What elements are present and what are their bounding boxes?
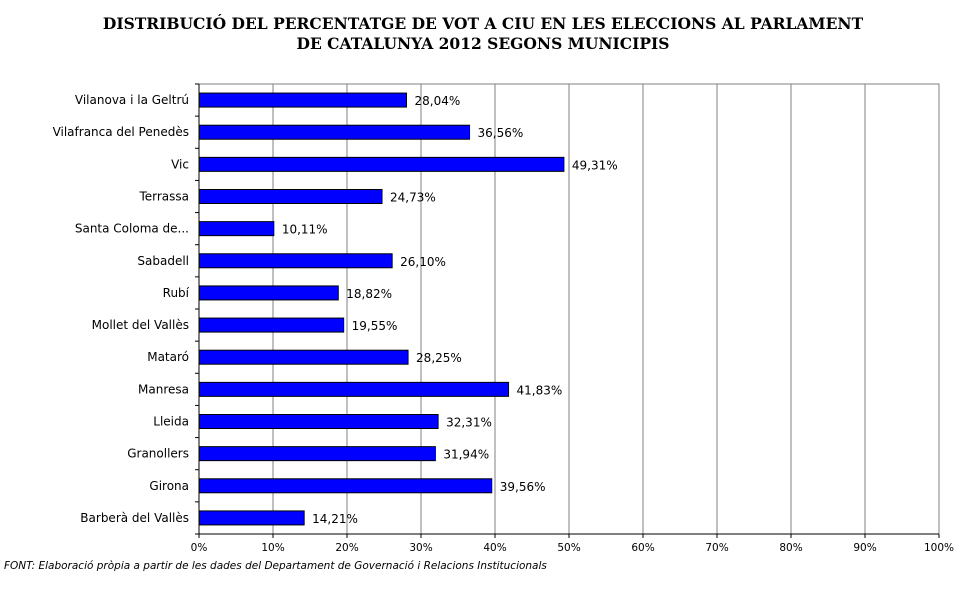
plot-bars bbox=[198, 92, 565, 526]
data-label: 28,25% bbox=[416, 351, 462, 365]
x-tick-labels: 0% 10% 20% 30% 40% 50% 60% 70% 80% 90% 100% bbox=[191, 542, 954, 554]
category-labels: Vilanova i la Geltrú Vilafranca del Pened… bbox=[53, 93, 190, 525]
bar bbox=[198, 317, 345, 333]
data-label: 24,73% bbox=[390, 191, 436, 205]
chart-title: DISTRIBUCIÓ DEL PERCENTATGE DE VOT A CIU… bbox=[0, 14, 966, 54]
category-label: Vic bbox=[171, 157, 189, 171]
data-label: 28,04% bbox=[414, 94, 460, 108]
category-label: Barberà del Vallès bbox=[80, 511, 189, 525]
chart-title-line-1: DISTRIBUCIÓ DEL PERCENTATGE DE VOT A CIU… bbox=[102, 14, 864, 33]
bar bbox=[198, 414, 439, 429]
category-label: Lleida bbox=[153, 415, 189, 429]
category-label: Vilanova i la Geltrú bbox=[75, 93, 189, 107]
x-tick-label: 30% bbox=[409, 542, 432, 554]
x-tick-label: 0% bbox=[191, 542, 208, 554]
category-label: Manresa bbox=[138, 382, 189, 396]
data-label: 39,56% bbox=[500, 480, 546, 494]
x-tick-label: 70% bbox=[705, 542, 728, 554]
category-label: Mataró bbox=[147, 350, 189, 364]
data-labels: 28,04% 36,56% 49,31% 24,73% 10,11% 26,10% 18,8… bbox=[282, 94, 618, 526]
x-tick-label: 40% bbox=[483, 542, 506, 554]
bar bbox=[198, 510, 305, 526]
bar bbox=[198, 221, 275, 237]
data-label: 18,82% bbox=[346, 287, 392, 301]
data-label: 41,83% bbox=[517, 383, 563, 397]
category-label: Mollet del Vallès bbox=[92, 318, 189, 332]
x-tick-label: 10% bbox=[261, 542, 284, 554]
category-label: Vilafranca del Penedès bbox=[53, 125, 189, 139]
x-tick-label: 80% bbox=[779, 542, 802, 554]
bar bbox=[198, 381, 510, 397]
plot-frame bbox=[195, 83, 940, 538]
bar bbox=[198, 253, 393, 269]
chart-title-line-2: DE CATALUNYA 2012 SEGONS MUNICIPIS bbox=[296, 34, 670, 53]
bar bbox=[198, 92, 407, 108]
source-note: FONT: Elaboració pròpia a partir de les … bbox=[4, 560, 547, 572]
category-label: Santa Coloma de... bbox=[75, 222, 189, 236]
bar bbox=[198, 285, 339, 301]
bar bbox=[198, 156, 565, 172]
data-label: 31,94% bbox=[443, 448, 489, 462]
data-label: 26,10% bbox=[400, 255, 446, 269]
data-label: 32,31% bbox=[446, 416, 492, 430]
data-label: 36,56% bbox=[478, 126, 524, 140]
data-label: 49,31% bbox=[572, 158, 618, 172]
bar bbox=[198, 478, 493, 494]
x-tick-label: 50% bbox=[557, 542, 580, 554]
data-label: 14,21% bbox=[312, 512, 358, 526]
data-label: 10,11% bbox=[282, 223, 328, 237]
bar bbox=[198, 349, 409, 365]
category-label: Terrassa bbox=[138, 190, 189, 204]
bar bbox=[198, 124, 471, 140]
x-tick-label: 20% bbox=[335, 542, 358, 554]
x-tick-label: 90% bbox=[853, 542, 876, 554]
bar bbox=[198, 446, 436, 462]
category-label: Sabadell bbox=[137, 254, 189, 268]
category-label: Granollers bbox=[127, 447, 189, 461]
plot-gridlines bbox=[272, 84, 866, 534]
x-tick-label: 100% bbox=[924, 542, 954, 554]
bar bbox=[198, 189, 383, 204]
category-label: Girona bbox=[149, 479, 189, 493]
category-label: Rubí bbox=[163, 286, 190, 300]
x-tick-label: 60% bbox=[631, 542, 654, 554]
data-label: 19,55% bbox=[352, 319, 398, 333]
